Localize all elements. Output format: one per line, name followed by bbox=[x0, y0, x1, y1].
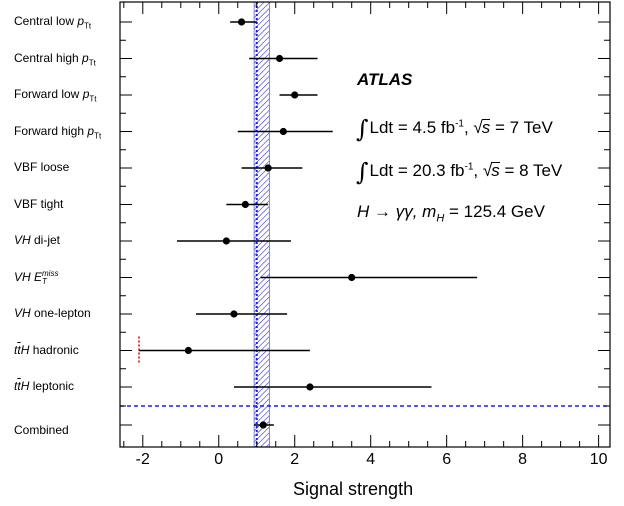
integral-icon: ∫ bbox=[356, 115, 369, 143]
atlas-label: ATLAS bbox=[357, 70, 413, 89]
data-point bbox=[348, 273, 356, 282]
category-label: VBF tight bbox=[14, 196, 64, 211]
x-tick-label: 6 bbox=[442, 451, 452, 468]
category-label: Combined bbox=[14, 423, 69, 437]
data-point bbox=[184, 346, 192, 355]
category-label: VH di-jet bbox=[14, 233, 61, 247]
category-label: Forward low pTt bbox=[14, 87, 97, 104]
x-tick-label: 0 bbox=[214, 451, 224, 468]
x-tick-label: 4 bbox=[366, 451, 376, 468]
process-label: H → γγ, mH = 125.4 GeV bbox=[357, 202, 545, 225]
category-label: VH Emiss T bbox=[14, 268, 59, 286]
x-tick-label: 2 bbox=[290, 451, 300, 468]
category-label: VH one-lepton bbox=[14, 306, 91, 320]
data-point bbox=[306, 383, 314, 391]
data-point bbox=[279, 127, 287, 136]
data-point bbox=[222, 237, 230, 245]
x-axis-label: Signal strength bbox=[293, 479, 414, 499]
plot-frame bbox=[119, 1, 611, 448]
data-point bbox=[275, 54, 284, 63]
x-tick-label: 10 bbox=[589, 451, 608, 468]
x-tick-label: 8 bbox=[518, 451, 528, 468]
category-label: Central low pTt bbox=[14, 14, 92, 31]
data-point bbox=[230, 310, 238, 318]
category-label: ttH hadronic bbox=[14, 342, 79, 357]
data-point bbox=[241, 200, 249, 209]
x-tick-label: -2 bbox=[135, 451, 150, 468]
combined-uncertainty-band bbox=[253, 1, 270, 448]
integral-icon: ∫ bbox=[356, 158, 369, 186]
lumi-8tev-label: ∫Ldt = 20.3 fb-1, √s = 8 TeV bbox=[356, 158, 563, 186]
data-point bbox=[237, 18, 246, 26]
lumi-7tev-label: ∫Ldt = 4.5 fb-1, √s = 7 TeV bbox=[356, 115, 553, 143]
category-label: VBF loose bbox=[14, 160, 70, 174]
category-label: Forward high pTt bbox=[14, 123, 102, 140]
category-label: Central high pTt bbox=[14, 50, 96, 67]
data-point bbox=[291, 91, 299, 99]
category-label: ttH leptonic bbox=[14, 379, 75, 393]
combined-point bbox=[259, 421, 267, 429]
data-point bbox=[264, 164, 272, 172]
